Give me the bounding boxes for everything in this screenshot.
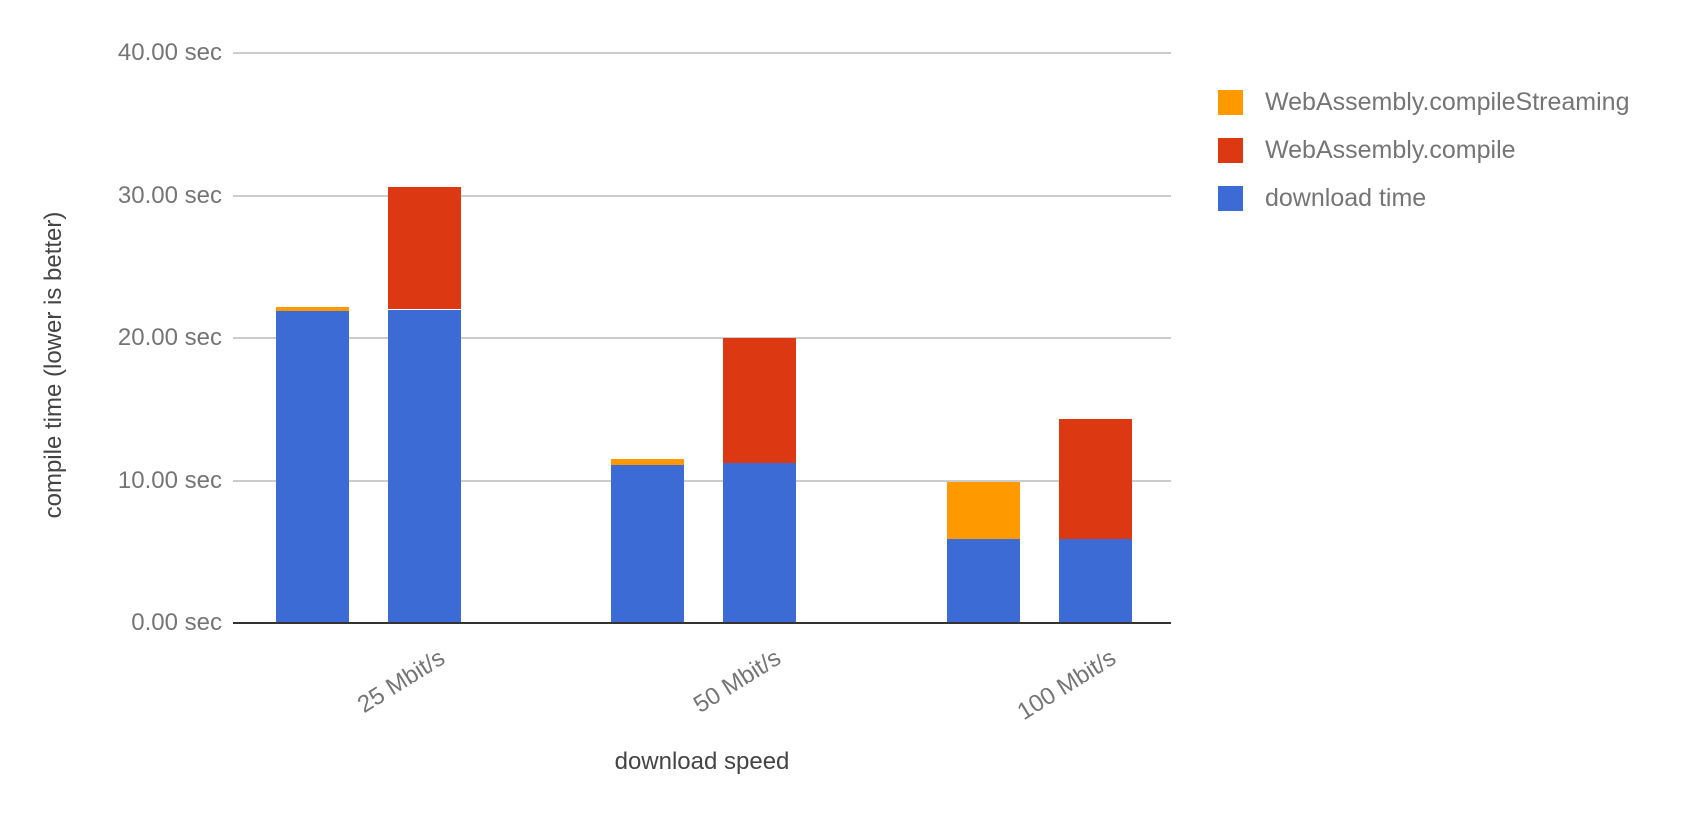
bar-segment-webassembly-compilestreaming: [946, 481, 1020, 539]
gridline: [233, 479, 1171, 482]
legend-item: download time: [1218, 186, 1630, 211]
bar-segment-download-time: [387, 309, 461, 623]
y-tick-label: 10.00 sec: [117, 466, 222, 494]
legend-label: download time: [1265, 184, 1427, 212]
bar-segment-webassembly-compilestreaming: [611, 459, 684, 465]
y-tick-label: 0.00 sec: [131, 609, 222, 636]
legend-item: WebAssembly.compileStreaming: [1218, 90, 1630, 115]
legend-swatch: [1218, 186, 1243, 211]
bar-segment-download-time: [611, 464, 684, 623]
legend-item: WebAssembly.compile: [1218, 138, 1630, 163]
bar-segment-download-time: [275, 310, 349, 623]
legend-swatch: [1218, 138, 1243, 163]
bar-segment-download-time: [1058, 538, 1132, 623]
legend: WebAssembly.compileStreaming WebAssembly.…: [1218, 90, 1630, 234]
bar-segment-webassembly-compile: [1058, 419, 1132, 539]
bar-segment-webassembly-compile: [723, 338, 796, 464]
bar-segment-download-time: [723, 463, 796, 623]
bar-segment-download-time: [946, 538, 1020, 623]
gridline: [233, 194, 1171, 197]
x-axis-title: download speed: [614, 748, 790, 775]
gridline: [233, 52, 1171, 54]
y-axis-title: compile time (lower is better): [40, 211, 67, 519]
y-tick-label: 30.00 sec: [117, 181, 222, 209]
gridline: [233, 337, 1171, 339]
legend-label: WebAssembly.compileStreaming: [1265, 88, 1630, 116]
legend-swatch: [1218, 90, 1243, 115]
legend-label: WebAssembly.compile: [1265, 136, 1516, 164]
y-tick-label: 20.00 sec: [117, 324, 222, 351]
bar-segment-webassembly-compile: [387, 186, 461, 310]
y-tick-label: 40.00 sec: [117, 39, 222, 66]
x-axis-baseline: [233, 622, 1171, 624]
bar-segment-webassembly-compilestreaming: [275, 306, 349, 311]
